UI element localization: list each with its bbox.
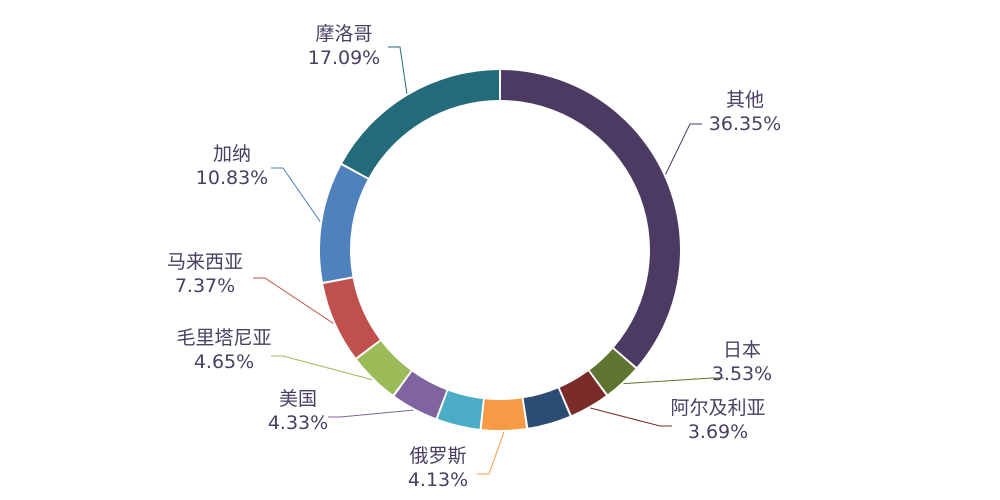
slice-label-9: 加纳 bbox=[213, 143, 251, 165]
slice-percent-9: 10.83% bbox=[196, 167, 268, 189]
slice-label-7: 毛里塔尼亚 bbox=[176, 327, 271, 349]
slice-percent-10: 17.09% bbox=[308, 47, 380, 69]
leader-line-6 bbox=[328, 409, 414, 418]
slice-label-10: 摩洛哥 bbox=[315, 23, 372, 45]
slice-1[interactable] bbox=[589, 348, 636, 395]
leader-line-1 bbox=[623, 377, 724, 385]
leader-lines bbox=[253, 46, 724, 475]
slice-10[interactable] bbox=[342, 70, 500, 178]
slice-7[interactable] bbox=[357, 341, 411, 395]
slice-4[interactable] bbox=[481, 398, 527, 431]
leader-line-9 bbox=[271, 167, 321, 222]
leader-line-0 bbox=[665, 123, 702, 175]
slice-percent-4: 4.13% bbox=[408, 469, 468, 491]
slice-label-6: 美国 bbox=[279, 388, 317, 410]
slice-percent-6: 4.33% bbox=[268, 412, 328, 434]
leader-line-2 bbox=[590, 407, 672, 427]
slice-percent-7: 4.65% bbox=[194, 351, 254, 373]
leader-line-7 bbox=[271, 355, 373, 381]
slice-label-8: 马来西亚 bbox=[167, 251, 243, 273]
leader-line-10 bbox=[388, 46, 408, 94]
slice-label-2: 阿尔及利亚 bbox=[670, 397, 765, 419]
slice-2[interactable] bbox=[559, 371, 606, 416]
donut-slices bbox=[320, 70, 680, 431]
slice-6[interactable] bbox=[394, 371, 447, 419]
leader-line-8 bbox=[253, 277, 334, 324]
slice-label-4: 俄罗斯 bbox=[409, 445, 466, 467]
slice-3[interactable] bbox=[523, 388, 570, 428]
slice-label-1: 日本 bbox=[723, 339, 761, 361]
slice-5[interactable] bbox=[437, 390, 483, 429]
slice-percent-0: 36.35% bbox=[709, 113, 781, 135]
leader-line-4 bbox=[477, 431, 505, 475]
slice-8[interactable] bbox=[323, 278, 380, 358]
slice-0[interactable] bbox=[500, 70, 680, 368]
slice-label-0: 其他 bbox=[726, 89, 764, 111]
slice-percent-1: 3.53% bbox=[712, 363, 772, 385]
slice-9[interactable] bbox=[320, 165, 368, 282]
slice-percent-8: 7.37% bbox=[175, 275, 235, 297]
slice-percent-2: 3.69% bbox=[688, 421, 748, 443]
